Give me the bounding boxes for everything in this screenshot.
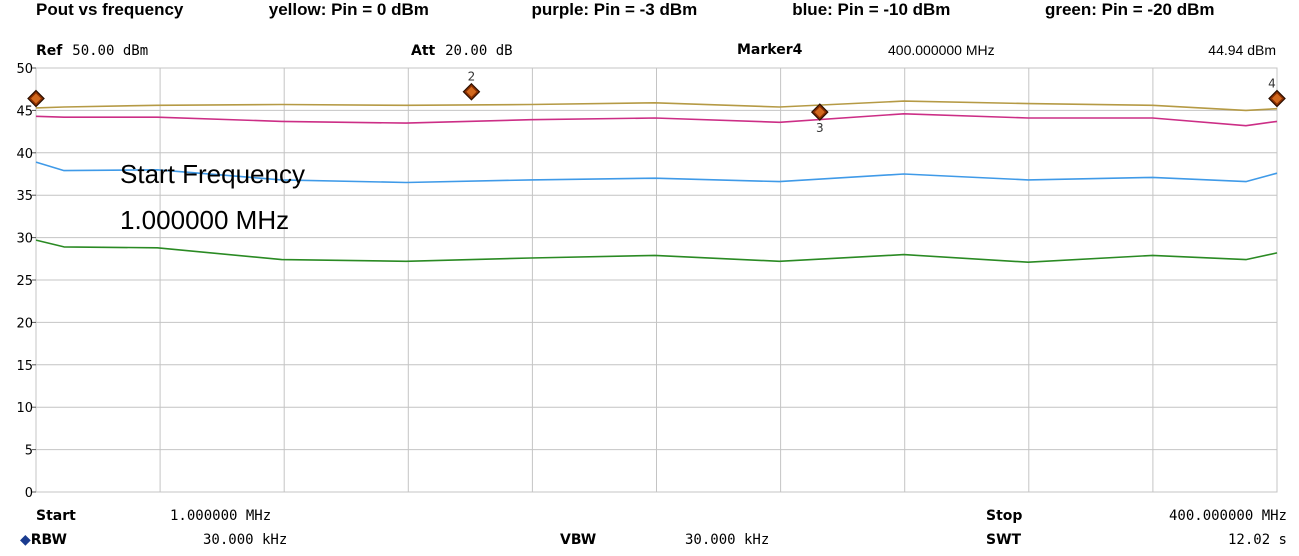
y-tick-label: 0 <box>25 486 33 501</box>
attenuation: Att 20.00 dB <box>411 42 513 59</box>
annotation-start-frequency-value: 1.000000 MHz <box>120 205 290 235</box>
marker-4-label: 4 <box>1268 77 1276 91</box>
marker-2-inner <box>466 86 477 97</box>
y-tick-label: 50 <box>16 62 33 77</box>
trace-blue <box>35 161 1278 184</box>
grid <box>35 67 1278 493</box>
swt-label: SWT <box>986 532 1022 548</box>
ref-value: 50.00 dBm <box>72 43 149 59</box>
y-tick-label: 30 <box>16 232 33 247</box>
legend-purple: purple: Pin = -3 dBm <box>531 0 698 19</box>
att-value: 20.00 dB <box>445 43 513 59</box>
rbw-value: 30.000 kHz <box>203 532 288 548</box>
y-tick-label: 5 <box>25 444 33 459</box>
rbw-marker-icon: ◆ <box>20 532 31 548</box>
marker-frequency: 400.000000 MHz <box>888 42 995 58</box>
rbw-label: RBW <box>30 532 67 548</box>
traces <box>35 100 1278 264</box>
marker-1-inner <box>31 93 41 104</box>
att-label: Att <box>411 43 436 59</box>
y-axis-ticks: 0 5 10 15 20 25 30 35 40 45 50 <box>16 62 36 501</box>
y-tick-label: 10 <box>16 401 33 416</box>
y-tick-label: 25 <box>16 274 33 289</box>
legend-blue: blue: Pin = -10 dBm <box>792 0 951 19</box>
marker-level: 44.94 dBm <box>1208 42 1276 58</box>
marker-2-label: 2 <box>468 70 476 84</box>
chart-title: Pout vs frequency <box>36 0 184 19</box>
vbw-label: VBW <box>560 532 597 548</box>
start-label: Start <box>36 508 76 524</box>
ref-level: Ref 50.00 dBm <box>36 42 148 59</box>
legend-green: green: Pin = -20 dBm <box>1044 0 1215 19</box>
y-tick-label: 45 <box>16 104 33 119</box>
y-tick-label: 20 <box>16 316 33 331</box>
marker-3-inner <box>814 107 825 118</box>
y-tick-label: 15 <box>16 359 33 374</box>
trace-green <box>35 239 1278 264</box>
trace-yellow <box>35 100 1278 112</box>
rbw-indicator: ◆RBW <box>20 532 67 548</box>
swt-value: 12.02 s <box>1227 532 1287 548</box>
vbw-value: 30.000 kHz <box>685 532 770 548</box>
markers: 2 3 4 <box>27 70 1286 135</box>
stop-label: Stop <box>986 508 1023 524</box>
trace-purple <box>35 113 1278 127</box>
stop-value: 400.000000 MHz <box>1168 508 1287 524</box>
annotation-start-frequency: Start Frequency <box>120 159 305 189</box>
legend-yellow: yellow: Pin = 0 dBm <box>268 0 429 19</box>
y-tick-label: 35 <box>16 189 33 204</box>
start-value: 1.000000 MHz <box>170 508 272 524</box>
marker-4-inner <box>1272 93 1282 104</box>
chart-title-line: Pout vs frequency yellow: Pin = 0 dBm pu… <box>36 0 1215 22</box>
y-tick-label: 40 <box>16 147 33 162</box>
ref-label: Ref <box>36 43 63 59</box>
marker-label: Marker4 <box>737 42 803 58</box>
marker-3-label: 3 <box>816 121 824 135</box>
